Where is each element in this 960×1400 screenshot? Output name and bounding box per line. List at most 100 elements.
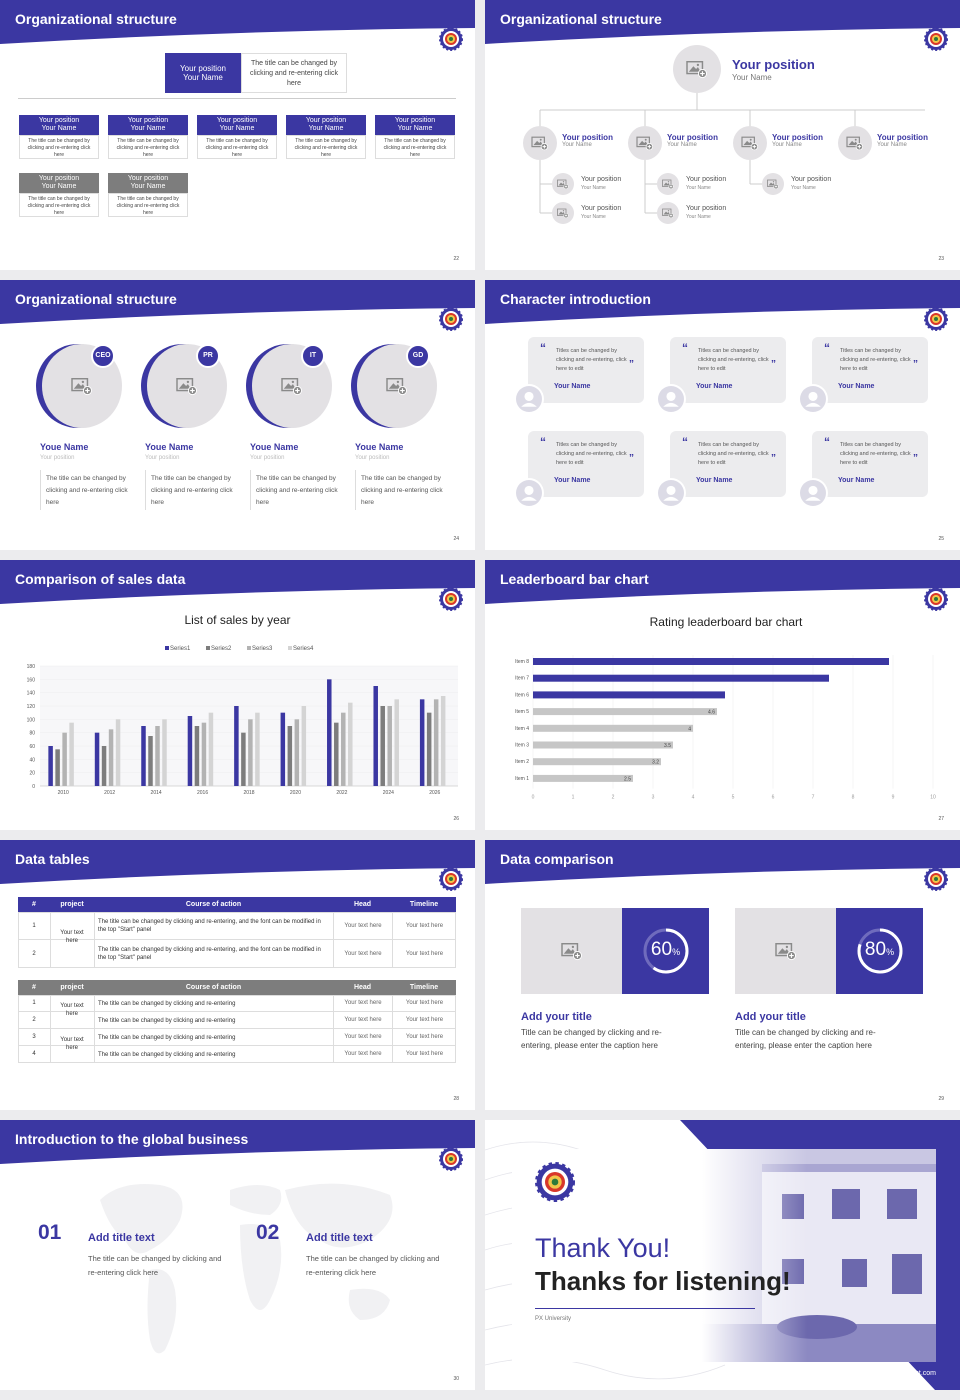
leaderboard-bar-chart: 0 1 2 3 4 5 6 7 8 9 10 Item 8 Item 7 Item 6 Item 5 4.6 I… <box>515 655 936 800</box>
photo-placeholder[interactable] <box>521 908 622 994</box>
quote-text: Titles can be changed by clicking and re… <box>840 348 911 372</box>
photo-placeholder[interactable] <box>762 173 784 195</box>
row-action: The title can be changed by clicking and… <box>98 919 321 933</box>
divider <box>40 470 41 510</box>
slide-title: Character introduction <box>500 291 651 307</box>
top-photo-placeholder[interactable] <box>673 45 721 93</box>
org-position-box[interactable]: Your position Your Name <box>197 115 277 135</box>
image-placeholder-icon <box>386 376 408 396</box>
bar <box>162 719 167 786</box>
person-desc: The title can be changed by clicking and… <box>256 475 338 506</box>
org-position-box[interactable]: Your position Your Name <box>108 115 188 135</box>
bar <box>533 724 693 732</box>
col-divider <box>94 912 95 968</box>
slide-title: Comparison of sales data <box>15 571 186 587</box>
org-position-box[interactable]: Your position Your Name <box>19 115 99 135</box>
org-position-box[interactable]: Your position Your Name <box>108 173 188 193</box>
table-row[interactable] <box>18 1029 456 1046</box>
photo-placeholder[interactable] <box>628 126 662 160</box>
x-tick-label: 2 <box>612 795 615 800</box>
percent-value: 60% <box>622 939 709 961</box>
university-logo <box>924 587 948 611</box>
row-number: 2 <box>32 1017 36 1023</box>
org-name: Your Name <box>41 183 77 190</box>
photo-placeholder[interactable] <box>552 173 574 195</box>
person-position: Your position <box>355 455 390 461</box>
percent-number: 60 <box>650 939 673 960</box>
photo-placeholder[interactable] <box>657 202 679 224</box>
image-placeholder-icon <box>662 208 674 219</box>
sales-bar-chart: Series1 Series2 Series3 Series4 0 20 40 60 80 100… <box>27 646 458 796</box>
photo-placeholder[interactable] <box>523 126 557 160</box>
photo-placeholder[interactable] <box>552 202 574 224</box>
quote-author: Your Name <box>554 383 591 390</box>
bar <box>108 729 114 786</box>
photo-placeholder[interactable] <box>733 126 767 160</box>
bar <box>287 726 293 786</box>
photo-placeholder[interactable] <box>735 908 836 994</box>
photo-placeholder[interactable] <box>838 126 872 160</box>
x-tick-label: 2022 <box>336 790 347 796</box>
quote-text: Titles can be changed by clicking and re… <box>698 442 769 466</box>
quote-close-icon: ” <box>771 359 776 370</box>
table-row[interactable] <box>18 1012 456 1029</box>
photo-placeholder[interactable] <box>657 173 679 195</box>
percent-unit: % <box>886 947 895 957</box>
y-tick-label: 0 <box>32 784 35 790</box>
bar <box>327 679 332 786</box>
col-divider <box>94 995 95 1063</box>
y-tick-label: 80 <box>29 731 35 737</box>
person-icon <box>658 386 684 412</box>
person-icon <box>800 386 826 412</box>
y-tick-label: 40 <box>29 757 35 763</box>
quote-close-icon: ” <box>913 453 918 464</box>
person-position: Your position <box>145 455 180 461</box>
quote-close-icon: ” <box>771 453 776 464</box>
x-tick-label: 2018 <box>243 790 254 796</box>
name-label: Your Name <box>772 142 802 148</box>
percent-panel: 80% <box>836 908 923 994</box>
table-header-cell: Timeline <box>392 897 456 912</box>
org-desc: The title can be changed by clicking and… <box>375 135 455 159</box>
bar <box>533 741 673 749</box>
data-label: 4 <box>688 726 691 732</box>
y-tick-label: Item 6 <box>515 692 529 698</box>
bar <box>334 722 339 786</box>
bar <box>194 726 200 786</box>
person-name: Youe Name <box>145 442 194 452</box>
org-position-box[interactable]: Your position Your Name <box>375 115 455 135</box>
quote-author: Your Name <box>696 383 733 390</box>
bar <box>373 686 378 786</box>
org-connector <box>18 98 456 99</box>
bar <box>294 719 300 786</box>
row-action: The title can be changed by clicking and… <box>98 947 321 961</box>
university-logo <box>535 1162 575 1202</box>
org-name: Your Name <box>130 125 166 132</box>
slide-25: Character introduction “” Titles can be c… <box>485 280 960 550</box>
quote-open-icon: “ <box>682 435 688 449</box>
page-number: 26 <box>453 816 459 822</box>
org-connectors <box>539 93 925 214</box>
table-header-cell: Timeline <box>392 980 456 995</box>
quote-close-icon: ” <box>629 453 634 464</box>
website-url[interactable]: www.collegeppt.com <box>872 1370 936 1377</box>
y-tick-label: Item 3 <box>515 743 529 749</box>
bar <box>433 699 439 786</box>
org-position-box[interactable]: Your position Your Name <box>286 115 366 135</box>
bar <box>533 708 717 716</box>
item-title: Add title text <box>306 1232 373 1244</box>
x-tick-label: 4 <box>692 795 695 800</box>
org-top-box[interactable]: Your position Your Name <box>165 53 241 93</box>
table-row[interactable] <box>18 995 456 1012</box>
person-desc: The title can be changed by clicking and… <box>361 475 443 506</box>
org-position-box[interactable]: Your position Your Name <box>19 173 99 193</box>
table-row[interactable] <box>18 912 456 940</box>
legend-label: Series1 <box>170 646 191 652</box>
project-label: Your text here <box>60 930 84 944</box>
org-position: Your position <box>38 175 80 182</box>
bar <box>341 712 346 786</box>
page-number: 29 <box>938 1096 944 1102</box>
org-desc: The title can be changed by clicking and… <box>108 135 188 159</box>
image-placeholder-icon <box>775 941 797 961</box>
quote-close-icon: ” <box>629 359 634 370</box>
